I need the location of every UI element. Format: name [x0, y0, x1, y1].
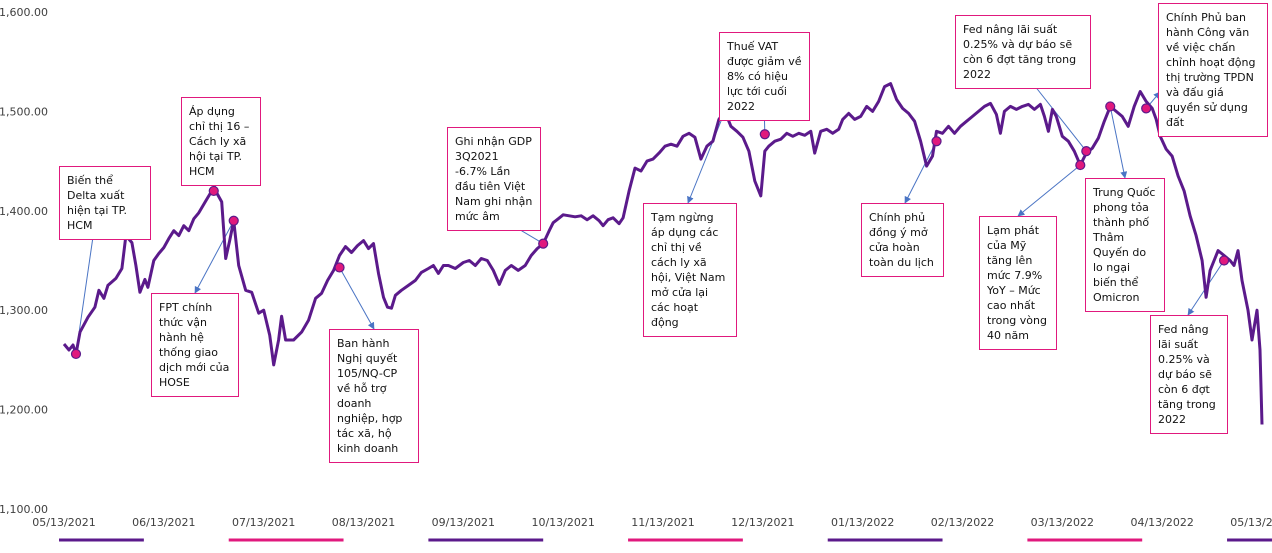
x-tick-label: 07/13/2021 [232, 516, 295, 529]
x-tick-label: 11/13/2021 [631, 516, 694, 529]
x-tick-label: 08/13/2021 [332, 516, 395, 529]
annotation-ap-dung-ct16: Áp dụng chỉ thị 16 – Cách ly xã hội tại … [181, 97, 261, 186]
x-tick-label: 12/13/2021 [731, 516, 794, 529]
x-tick-label: 03/13/2022 [1031, 516, 1094, 529]
annotation-china-lockdown: Trung Quốc phong tỏa thành phố Thâm Quyế… [1085, 178, 1165, 312]
x-tick-label: 02/13/2022 [931, 516, 994, 529]
annotation-fed-2: Fed nâng lãi suất 0.25% và dự báo sẽ còn… [1150, 315, 1228, 434]
series-line-vnindex [62, 82, 1264, 425]
x-tick-label: 04/13/2022 [1130, 516, 1193, 529]
annotation-arrow-fpt-hose [194, 220, 235, 294]
x-tick-label: 05/13/2022 [1230, 516, 1272, 529]
x-tick-label: 01/13/2022 [831, 516, 894, 529]
y-tick-label: 1,300.00 [0, 304, 48, 317]
annotation-arrow-tam-ngung [687, 111, 726, 204]
annotation-gdp: Ghi nhận GDP 3Q2021 -6.7% Lần đầu tiên V… [447, 127, 541, 231]
x-tick-label: 05/13/2021 [32, 516, 95, 529]
y-tick-label: 1,200.00 [0, 404, 48, 417]
y-axis: 1,100.00 1,200.00 1,300.00 1,400.00 1,500.00… [0, 6, 48, 516]
event-marker-mo-cua [931, 136, 942, 147]
event-marker-delta [70, 348, 82, 360]
event-marker-tpdn [1141, 103, 1152, 114]
event-markers [70, 101, 1230, 360]
annotation-nq-105: Ban hành Nghị quyết 105/NQ-CP về hỗ trợ … [329, 329, 419, 463]
y-tick-label: 1,600.00 [0, 6, 48, 19]
annotation-tpdn: Chính Phủ ban hành Công văn về việc chấn… [1158, 3, 1268, 137]
annotation-delta: Biến thể Delta xuất hiện tại TP. HCM [59, 166, 151, 240]
annotation-tam-ngung: Tạm ngừng áp dụng các chỉ thị về cách ly… [643, 203, 737, 337]
event-marker-china-lockdown [1105, 101, 1116, 112]
y-tick-label: 1,400.00 [0, 205, 48, 218]
annotation-vat: Thuế VAT được giảm về 8% có hiệu lực tới… [719, 32, 810, 121]
annotation-fed-1: Fed nâng lãi suất 0.25% và dự báo sẽ còn… [955, 15, 1091, 89]
event-marker-vat [759, 129, 770, 140]
annotation-lam-phat: Lạm phát của Mỹ tăng lên mức 7.9% YoY – … [979, 216, 1057, 350]
x-tick-label: 10/13/2021 [531, 516, 594, 529]
annotation-fpt-hose: FPT chính thức vận hành hệ thống giao dị… [151, 293, 239, 397]
event-marker-ap-dung-ct16 [208, 185, 219, 197]
event-marker-gdp [538, 238, 549, 249]
x-tick-label: 09/13/2021 [432, 516, 495, 529]
y-tick-label: 1,500.00 [0, 105, 48, 118]
event-marker-fed-2 [1218, 255, 1230, 266]
annotation-mo-cua: Chính phủ đồng ý mở cửa hoàn toàn du lịc… [861, 203, 944, 277]
x-axis: 05/13/2021 06/13/2021 07/13/2021 08/13/2021… [32, 516, 1272, 529]
event-marker-fpt-hose [228, 215, 239, 226]
event-marker-fed-1 [1081, 146, 1092, 157]
annotation-arrow-nq-105 [339, 267, 375, 330]
event-marker-nq-105 [334, 262, 345, 273]
x-tick-label: 06/13/2021 [132, 516, 195, 529]
annotation-arrow-lam-phat [1017, 164, 1081, 217]
annotation-arrow-china-lockdown [1109, 106, 1128, 179]
annotation-arrow-mo-cua [904, 140, 937, 204]
y-tick-label: 1,100.00 [0, 503, 48, 516]
event-marker-lam-phat [1075, 159, 1086, 171]
